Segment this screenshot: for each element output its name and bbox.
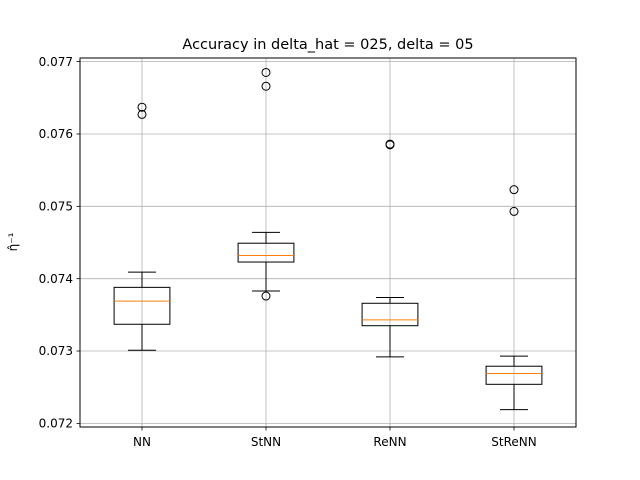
- outlier-point: [509, 206, 519, 216]
- outlier-point: [385, 139, 395, 149]
- y-tick-label: 0.074: [39, 272, 73, 286]
- box-StReNN: [485, 185, 543, 411]
- box-body: [113, 286, 171, 325]
- outlier-point: [137, 109, 147, 119]
- outlier-point: [261, 291, 271, 301]
- y-tick-label: 0.073: [39, 344, 73, 358]
- y-tick-label: 0.072: [39, 417, 73, 431]
- y-tick-label: 0.076: [39, 127, 73, 141]
- x-tick-label: ReNN: [373, 435, 406, 449]
- outlier-point: [509, 185, 519, 195]
- box-NN: [113, 102, 171, 351]
- outlier-point: [261, 81, 271, 91]
- box-StNN: [237, 67, 295, 301]
- box-body: [485, 365, 543, 385]
- y-tick-label: 0.075: [39, 200, 73, 214]
- outlier-point: [261, 67, 271, 77]
- box-ReNN: [361, 139, 419, 358]
- chart-title: Accuracy in delta_hat = 025, delta = 05: [182, 37, 473, 53]
- y-tick-label: 0.077: [39, 55, 73, 69]
- ticks: 0.072 0.073 0.074 0.075 0.076 0.077 NN StNN ReNN…: [39, 55, 537, 449]
- x-tick-label: NN: [133, 435, 151, 449]
- plot-frame: [79, 57, 577, 428]
- y-axis-label: η̂⁻¹: [6, 232, 20, 251]
- box-body: [237, 242, 295, 263]
- boxes: [113, 67, 543, 411]
- x-tick-label: StNN: [251, 435, 281, 449]
- box-body: [361, 302, 419, 327]
- x-tick-label: StReNN: [491, 435, 536, 449]
- outlier-point: [137, 102, 147, 112]
